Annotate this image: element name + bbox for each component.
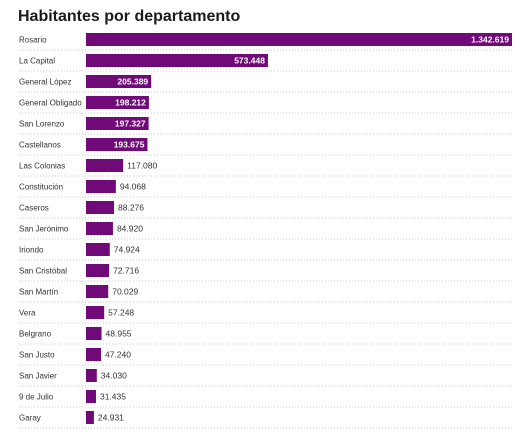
category-label-san-javier: San Javier [19, 372, 57, 381]
value-label-garay: 24.931 [98, 413, 124, 423]
category-label-castellanos: Castellanos [19, 141, 61, 150]
category-label-vera: Vera [19, 309, 36, 318]
category-label-garay: Garay [19, 414, 41, 423]
bar-san-cristobal [86, 264, 110, 277]
category-label-san-lorenzo: San Lorenzo [19, 120, 65, 129]
bar-iriondo [86, 243, 110, 256]
bar-general-lopez [86, 75, 152, 88]
value-label-caseros: 88.276 [118, 203, 144, 213]
value-label-9-de-julio: 31.435 [100, 392, 126, 402]
bar-la-capital [86, 54, 268, 67]
category-label-san-justo: San Justo [19, 351, 55, 360]
category-label-san-jeronimo: San Jerónimo [19, 225, 69, 234]
value-label-san-javier: 34.030 [101, 371, 127, 381]
value-label-san-justo: 47.240 [105, 350, 131, 360]
bar-garay [86, 411, 94, 424]
value-label-la-capital: 573.448 [234, 56, 265, 66]
bar-castellanos [86, 138, 148, 151]
category-label-caseros: Caseros [19, 204, 49, 213]
bar-rosario [86, 33, 512, 46]
category-label-las-colonias: Las Colonias [19, 162, 65, 171]
value-label-general-obligado: 198.212 [115, 98, 146, 108]
bar-san-lorenzo [86, 117, 149, 130]
bar-vera [86, 306, 105, 319]
value-label-castellanos: 193.675 [114, 140, 145, 150]
category-label-la-capital: La Capital [19, 57, 55, 66]
value-label-iriondo: 74.924 [114, 245, 140, 255]
category-label-belgrano: Belgrano [19, 330, 52, 339]
value-label-san-martin: 70.029 [112, 287, 138, 297]
bar-caseros [86, 201, 115, 214]
bar-san-justo [86, 348, 101, 361]
category-label-san-cristobal: San Cristóbal [19, 267, 67, 276]
bar-chart: Rosario 1.342.619 La Capital 573.448 General… [19, 33, 512, 429]
value-label-san-cristobal: 72.716 [113, 266, 139, 276]
value-label-rosario: 1.342.619 [471, 35, 509, 45]
bar-san-javier [86, 369, 97, 382]
category-label-iriondo: Iriondo [19, 246, 44, 255]
category-label-constitucion: Constitución [19, 183, 63, 192]
category-label-general-lopez: General López [19, 78, 71, 87]
bar-san-jeronimo [86, 222, 113, 235]
category-label-rosario: Rosario [19, 36, 47, 45]
value-label-san-lorenzo: 197.327 [115, 119, 146, 129]
value-label-las-colonias: 117.080 [127, 161, 157, 171]
bar-general-obligado [86, 96, 149, 109]
value-label-san-jeronimo: 84.920 [117, 224, 143, 234]
value-label-general-lopez: 205.389 [117, 77, 148, 87]
bar-constitucion [86, 180, 116, 193]
bar-san-martin [86, 285, 109, 298]
category-label-general-obligado: General Obligado [19, 99, 82, 108]
value-label-vera: 57.248 [108, 308, 134, 318]
category-label-san-martin: San Martín [19, 288, 58, 297]
value-label-belgrano: 48.955 [106, 329, 132, 339]
bar-belgrano [86, 327, 102, 340]
category-label-9-de-julio: 9 de Julio [19, 393, 54, 402]
value-label-constitucion: 94.068 [120, 182, 146, 192]
bar-las-colonias [86, 159, 124, 172]
chart-title: Habitantes por departamento [18, 8, 241, 25]
bar-9-de-julio [86, 390, 96, 403]
